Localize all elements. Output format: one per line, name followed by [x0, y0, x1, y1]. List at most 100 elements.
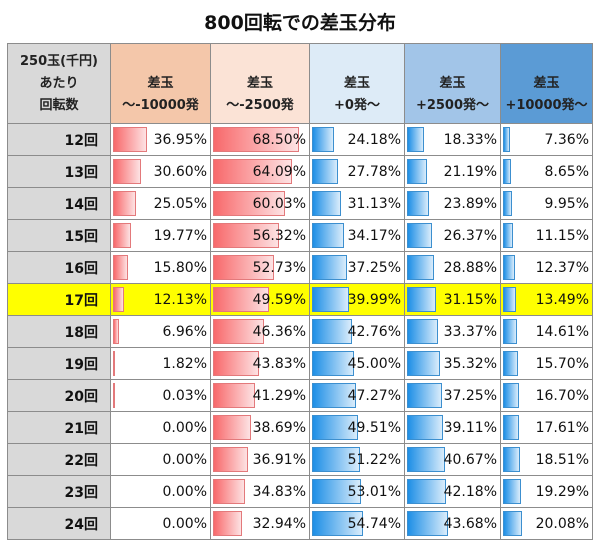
- value-text: 51.22%: [347, 451, 401, 468]
- value-cell: 27.78%: [309, 155, 405, 188]
- data-bar: [213, 191, 286, 216]
- value-cell: 20.08%: [500, 507, 593, 540]
- data-bar: [503, 191, 513, 216]
- value-cell: 38.69%: [210, 411, 310, 444]
- data-bar: [503, 479, 521, 504]
- row-label: 14回: [7, 187, 111, 220]
- value-cell: 37.25%: [309, 251, 405, 284]
- column-header: 差玉 +10000発～: [500, 43, 593, 124]
- value-text: 49.59%: [252, 291, 306, 308]
- value-cell: 16.70%: [500, 379, 593, 412]
- value-text: 34.17%: [347, 227, 401, 244]
- value-cell: 14.61%: [500, 315, 593, 348]
- value-text: 43.68%: [443, 515, 497, 532]
- data-bar: [312, 319, 352, 344]
- value-text: 23.89%: [443, 195, 497, 212]
- value-cell: 39.11%: [404, 411, 501, 444]
- value-cell: 54.74%: [309, 507, 405, 540]
- value-cell: 11.15%: [500, 219, 593, 252]
- data-bar: [407, 479, 447, 504]
- value-cell: 28.88%: [404, 251, 501, 284]
- value-text: 41.29%: [252, 387, 306, 404]
- data-bar: [503, 447, 521, 472]
- row-label: 19回: [7, 347, 111, 380]
- table-row: 20回 0.03% 41.29% 47.27% 37.25% 16.70%: [7, 379, 593, 412]
- value-text: 38.69%: [252, 419, 306, 436]
- data-bar: [407, 223, 432, 248]
- row-label: 17回: [7, 283, 111, 316]
- value-text: 1.82%: [162, 355, 207, 372]
- data-bar: [503, 223, 514, 248]
- value-cell: 25.05%: [110, 187, 211, 220]
- value-text: 36.91%: [252, 451, 306, 468]
- value-cell: 31.13%: [309, 187, 405, 220]
- data-bar: [503, 127, 510, 152]
- row-label: 21回: [7, 411, 111, 444]
- data-bar: [312, 351, 354, 376]
- value-text: 15.80%: [153, 259, 207, 276]
- value-cell: 17.61%: [500, 411, 593, 444]
- data-bar: [213, 447, 249, 472]
- value-cell: 40.67%: [404, 443, 501, 476]
- column-header: 差玉 ～-2500発: [210, 43, 310, 124]
- value-text: 42.18%: [443, 483, 497, 500]
- column-header-line1: 差玉: [147, 75, 174, 91]
- column-header: 差玉 +0発～: [309, 43, 405, 124]
- table-row: 22回 0.00% 36.91% 51.22% 40.67% 18.51%: [7, 443, 593, 476]
- column-header-line1: 差玉: [246, 75, 273, 91]
- row-header-label: 250玉(千円) あたり 回転数: [7, 43, 111, 124]
- value-cell: 36.95%: [110, 123, 211, 156]
- value-cell: 56.32%: [210, 219, 310, 252]
- value-text: 49.51%: [347, 419, 401, 436]
- value-cell: 43.83%: [210, 347, 310, 380]
- value-text: 16.70%: [535, 387, 589, 404]
- column-header: 差玉 ～-10000発: [110, 43, 211, 124]
- value-text: 14.61%: [535, 323, 589, 340]
- data-bar: [312, 511, 363, 536]
- value-cell: 18.33%: [404, 123, 501, 156]
- value-text: 9.95%: [544, 195, 589, 212]
- value-text: 7.36%: [544, 131, 589, 148]
- data-bar: [312, 383, 356, 408]
- value-text: 0.00%: [162, 515, 207, 532]
- data-bar: [503, 511, 522, 536]
- data-bar: [312, 415, 359, 440]
- value-text: 45.00%: [347, 355, 401, 372]
- value-cell: 60.03%: [210, 187, 310, 220]
- data-bar: [407, 415, 444, 440]
- data-bar: [407, 511, 448, 536]
- value-cell: 52.73%: [210, 251, 310, 284]
- row-header-line: 250玉(千円): [19, 53, 99, 69]
- value-cell: 12.37%: [500, 251, 593, 284]
- value-text: 28.88%: [443, 259, 497, 276]
- table-row: 21回 0.00% 38.69% 49.51% 39.11% 17.61%: [7, 411, 593, 444]
- data-bar: [213, 159, 292, 184]
- value-text: 64.09%: [252, 163, 306, 180]
- data-bar: [407, 127, 425, 152]
- data-bar: [213, 319, 264, 344]
- column-header-line1: 差玉: [343, 75, 370, 91]
- row-label: 12回: [7, 123, 111, 156]
- row-label: 20回: [7, 379, 111, 412]
- table-row: 16回 15.80% 52.73% 37.25% 28.88% 12.37%: [7, 251, 593, 284]
- value-cell: 9.95%: [500, 187, 593, 220]
- value-cell: 12.13%: [110, 283, 211, 316]
- value-text: 35.32%: [443, 355, 497, 372]
- table-row: 24回 0.00% 32.94% 54.74% 43.68% 20.08%: [7, 507, 593, 540]
- value-text: 30.60%: [153, 163, 207, 180]
- value-text: 0.00%: [162, 419, 207, 436]
- column-header-line2: +0発～: [334, 97, 380, 113]
- value-cell: 21.19%: [404, 155, 501, 188]
- data-bar: [113, 287, 125, 312]
- table-row: 23回 0.00% 34.83% 53.01% 42.18% 19.29%: [7, 475, 593, 508]
- data-bar: [407, 191, 430, 216]
- data-bar: [113, 191, 137, 216]
- value-text: 19.29%: [535, 483, 589, 500]
- data-bar: [312, 127, 335, 152]
- data-bar: [407, 319, 439, 344]
- page-title: 800回転での差玉分布: [204, 12, 396, 34]
- value-cell: 18.51%: [500, 443, 593, 476]
- data-bar: [113, 383, 115, 408]
- value-cell: 6.96%: [110, 315, 211, 348]
- table-row: 18回 6.96% 46.36% 42.76% 33.37% 14.61%: [7, 315, 593, 348]
